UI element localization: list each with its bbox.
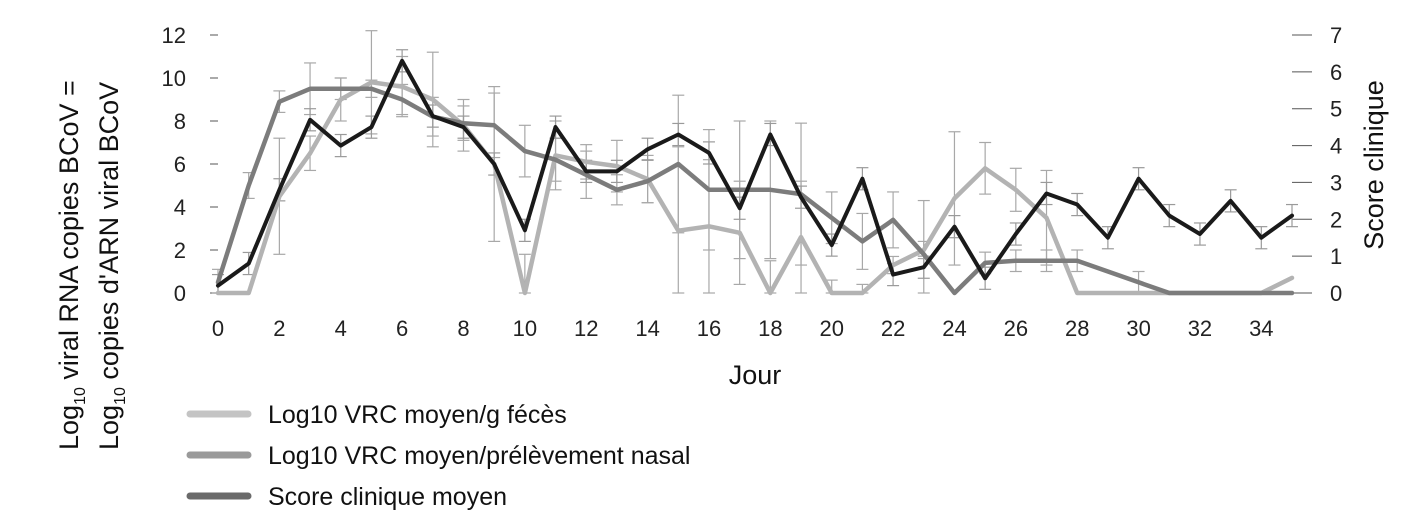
left-axis-title-prefix-2: Log bbox=[94, 405, 124, 450]
right-axis-title: Score clinique bbox=[1359, 80, 1389, 250]
x-tick-label-12: 24 bbox=[942, 316, 966, 341]
y-left-tick-label-3: 6 bbox=[174, 152, 186, 177]
x-tick-label-17: 34 bbox=[1249, 316, 1273, 341]
y-right-tick-label-5: 5 bbox=[1330, 97, 1342, 122]
legend-label-2: Score clinique moyen bbox=[268, 483, 507, 511]
y-left-tick-label-0: 0 bbox=[174, 281, 186, 306]
y-right-tick-label-4: 4 bbox=[1330, 134, 1342, 159]
y-right-tick-label-3: 3 bbox=[1330, 170, 1342, 195]
left-axis-title: Log10 viral RNA copies BCoV = Log10 copi… bbox=[54, 80, 129, 450]
y-left-tick-label-6: 12 bbox=[162, 23, 186, 48]
series-line-1 bbox=[215, 86, 1295, 296]
left-axis-title-prefix: Log bbox=[54, 405, 84, 450]
y-right-tick-label-1: 1 bbox=[1330, 244, 1342, 269]
y-left-tick-label-5: 10 bbox=[162, 66, 186, 91]
left-axis-title-line1: viral RNA copies BCoV = bbox=[54, 80, 84, 387]
y-right-tick-label-0: 0 bbox=[1330, 281, 1342, 306]
y-left-tick-label-1: 2 bbox=[174, 238, 186, 263]
legend-label-0: Log10 VRC moyen/g fécès bbox=[268, 401, 567, 429]
x-tick-label-7: 14 bbox=[635, 316, 659, 341]
y-left-tick-label-4: 8 bbox=[174, 109, 186, 134]
x-tick-label-6: 12 bbox=[574, 316, 598, 341]
x-tick-label-4: 8 bbox=[457, 316, 469, 341]
x-tick-label-10: 20 bbox=[819, 316, 843, 341]
x-axis-title: Jour bbox=[729, 360, 782, 390]
series-line-0 bbox=[215, 80, 1295, 296]
x-tick-label-11: 22 bbox=[881, 316, 905, 341]
svg-text:Log10 copies d'ARN viral BCoV: Log10 copies d'ARN viral BCoV bbox=[94, 82, 129, 450]
y-right-tick-label-7: 7 bbox=[1330, 23, 1342, 48]
legend-label-1: Log10 VRC moyen/prélèvement nasal bbox=[268, 442, 690, 470]
legend: Log10 VRC moyen/g fécès Log10 VRC moyen/p… bbox=[186, 401, 690, 511]
x-tick-label-2: 4 bbox=[335, 316, 347, 341]
x-tick-label-1: 2 bbox=[273, 316, 285, 341]
x-tick-label-15: 30 bbox=[1126, 316, 1150, 341]
left-axis-title-subscript-2: 10 bbox=[112, 387, 129, 405]
x-tick-label-13: 26 bbox=[1004, 316, 1028, 341]
x-tick-label-3: 6 bbox=[396, 316, 408, 341]
y-right-tick-label-6: 6 bbox=[1330, 60, 1342, 85]
x-tick-label-14: 28 bbox=[1065, 316, 1089, 341]
x-tick-label-9: 18 bbox=[758, 316, 782, 341]
series-line-2 bbox=[216, 58, 1294, 288]
x-tick-label-16: 32 bbox=[1188, 316, 1212, 341]
left-axis-title-line2: copies d'ARN viral BCoV bbox=[94, 82, 124, 387]
left-axis-title-subscript: 10 bbox=[72, 387, 89, 405]
x-tick-label-0: 0 bbox=[212, 316, 224, 341]
y-left-tick-label-2: 4 bbox=[174, 195, 186, 220]
y-right-tick-label-2: 2 bbox=[1330, 207, 1342, 232]
svg-text:Log10 viral RNA copies BCoV =: Log10 viral RNA copies BCoV = bbox=[54, 80, 89, 450]
x-tick-label-5: 10 bbox=[513, 316, 537, 341]
x-tick-label-8: 16 bbox=[697, 316, 721, 341]
